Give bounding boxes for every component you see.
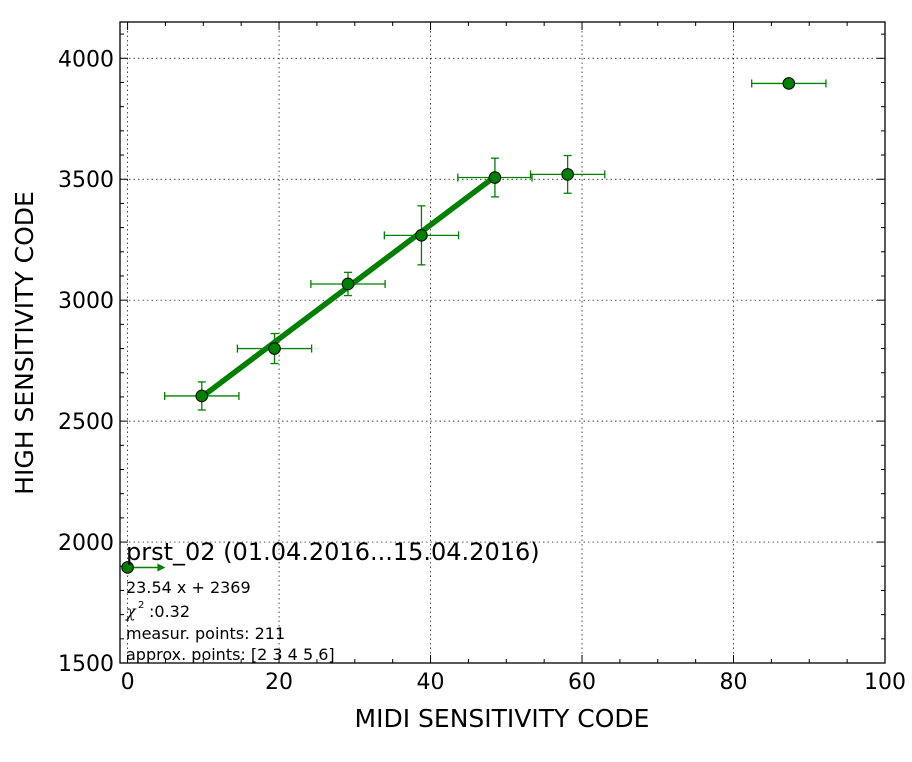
annotation-equation: 23.54 x + 2369 <box>126 578 251 597</box>
x-axis-title: MIDI SENSITIVITY CODE <box>355 704 650 733</box>
annotation-measur-points: measur. points: 211 <box>126 624 285 643</box>
annotation-title: prst_02 (01.04.2016...15.04.2016) <box>126 538 540 566</box>
y-axis-title: HIGH SENSITIVITY CODE <box>10 191 39 495</box>
x-tick-label: 80 <box>720 670 748 695</box>
x-tick-label: 100 <box>864 670 906 695</box>
data-point <box>268 342 281 355</box>
x-tick-label: 40 <box>417 670 445 695</box>
data-point <box>561 168 574 181</box>
tick-marks <box>120 22 886 664</box>
error-bars <box>164 79 827 411</box>
data-point <box>415 229 428 242</box>
y-tick-label: 3500 <box>58 168 114 193</box>
annotation-block: prst_02 (01.04.2016...15.04.2016) 23.54 … <box>125 538 540 664</box>
y-tick-label: 2000 <box>58 531 114 556</box>
annotation-chi-symbol: χ <box>125 602 137 621</box>
y-tick-label: 4000 <box>58 47 114 72</box>
x-tick-label: 60 <box>568 670 596 695</box>
data-point <box>341 277 355 291</box>
x-tick-label: 20 <box>265 670 293 695</box>
data-point <box>195 389 209 403</box>
plot-frame <box>119 21 886 664</box>
grid <box>120 22 886 663</box>
tick-labels: 0 20 40 60 80 100 1500 2000 2500 3000 3500 4000 <box>58 47 906 695</box>
y-tick-label: 3000 <box>58 289 114 314</box>
annotation-approx-points: approx. points: [2 3 4 5 6] <box>126 645 335 664</box>
data-point <box>782 77 796 90</box>
annotation-chi-superscript: 2 <box>138 600 144 611</box>
annotation-chi-value: :0.32 <box>149 602 190 621</box>
y-tick-label: 1500 <box>58 652 114 677</box>
data-point <box>488 171 502 184</box>
y-tick-label: 2500 <box>58 410 114 435</box>
data-point <box>121 561 134 574</box>
arrow-head <box>157 563 166 572</box>
x-tick-label: 0 <box>121 670 135 695</box>
data-points <box>121 77 796 574</box>
